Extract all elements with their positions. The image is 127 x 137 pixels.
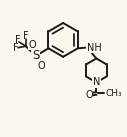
Text: S: S	[32, 49, 39, 62]
Text: O: O	[38, 61, 45, 71]
Text: O: O	[85, 90, 93, 100]
Text: NH: NH	[87, 43, 102, 53]
Text: F: F	[15, 35, 20, 45]
Text: N: N	[93, 77, 100, 87]
Text: O: O	[28, 40, 36, 50]
Text: CH₃: CH₃	[105, 89, 122, 98]
Text: F: F	[23, 31, 29, 41]
Text: F: F	[13, 43, 19, 53]
